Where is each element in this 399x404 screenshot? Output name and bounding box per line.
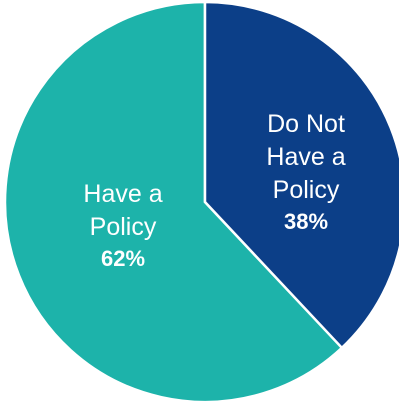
label-have-policy-line: Have a	[83, 180, 162, 208]
label-do-not-have-policy-line: Policy	[273, 176, 340, 204]
slice-have-policy	[3, 0, 344, 404]
label-have-policy: Have a Policy 62%	[83, 180, 162, 271]
slice-do-not-have-policy	[203, 0, 399, 350]
label-have-policy-line: Policy	[90, 213, 157, 241]
label-have-policy-percent: 62%	[101, 246, 145, 271]
label-do-not-have-policy-line: Have a	[266, 143, 345, 171]
label-do-not-have-policy-percent: 38%	[284, 209, 328, 234]
label-do-not-have-policy-line: Do Not	[267, 110, 345, 138]
label-do-not-have-policy: Do Not Have a Policy 38%	[266, 110, 345, 234]
